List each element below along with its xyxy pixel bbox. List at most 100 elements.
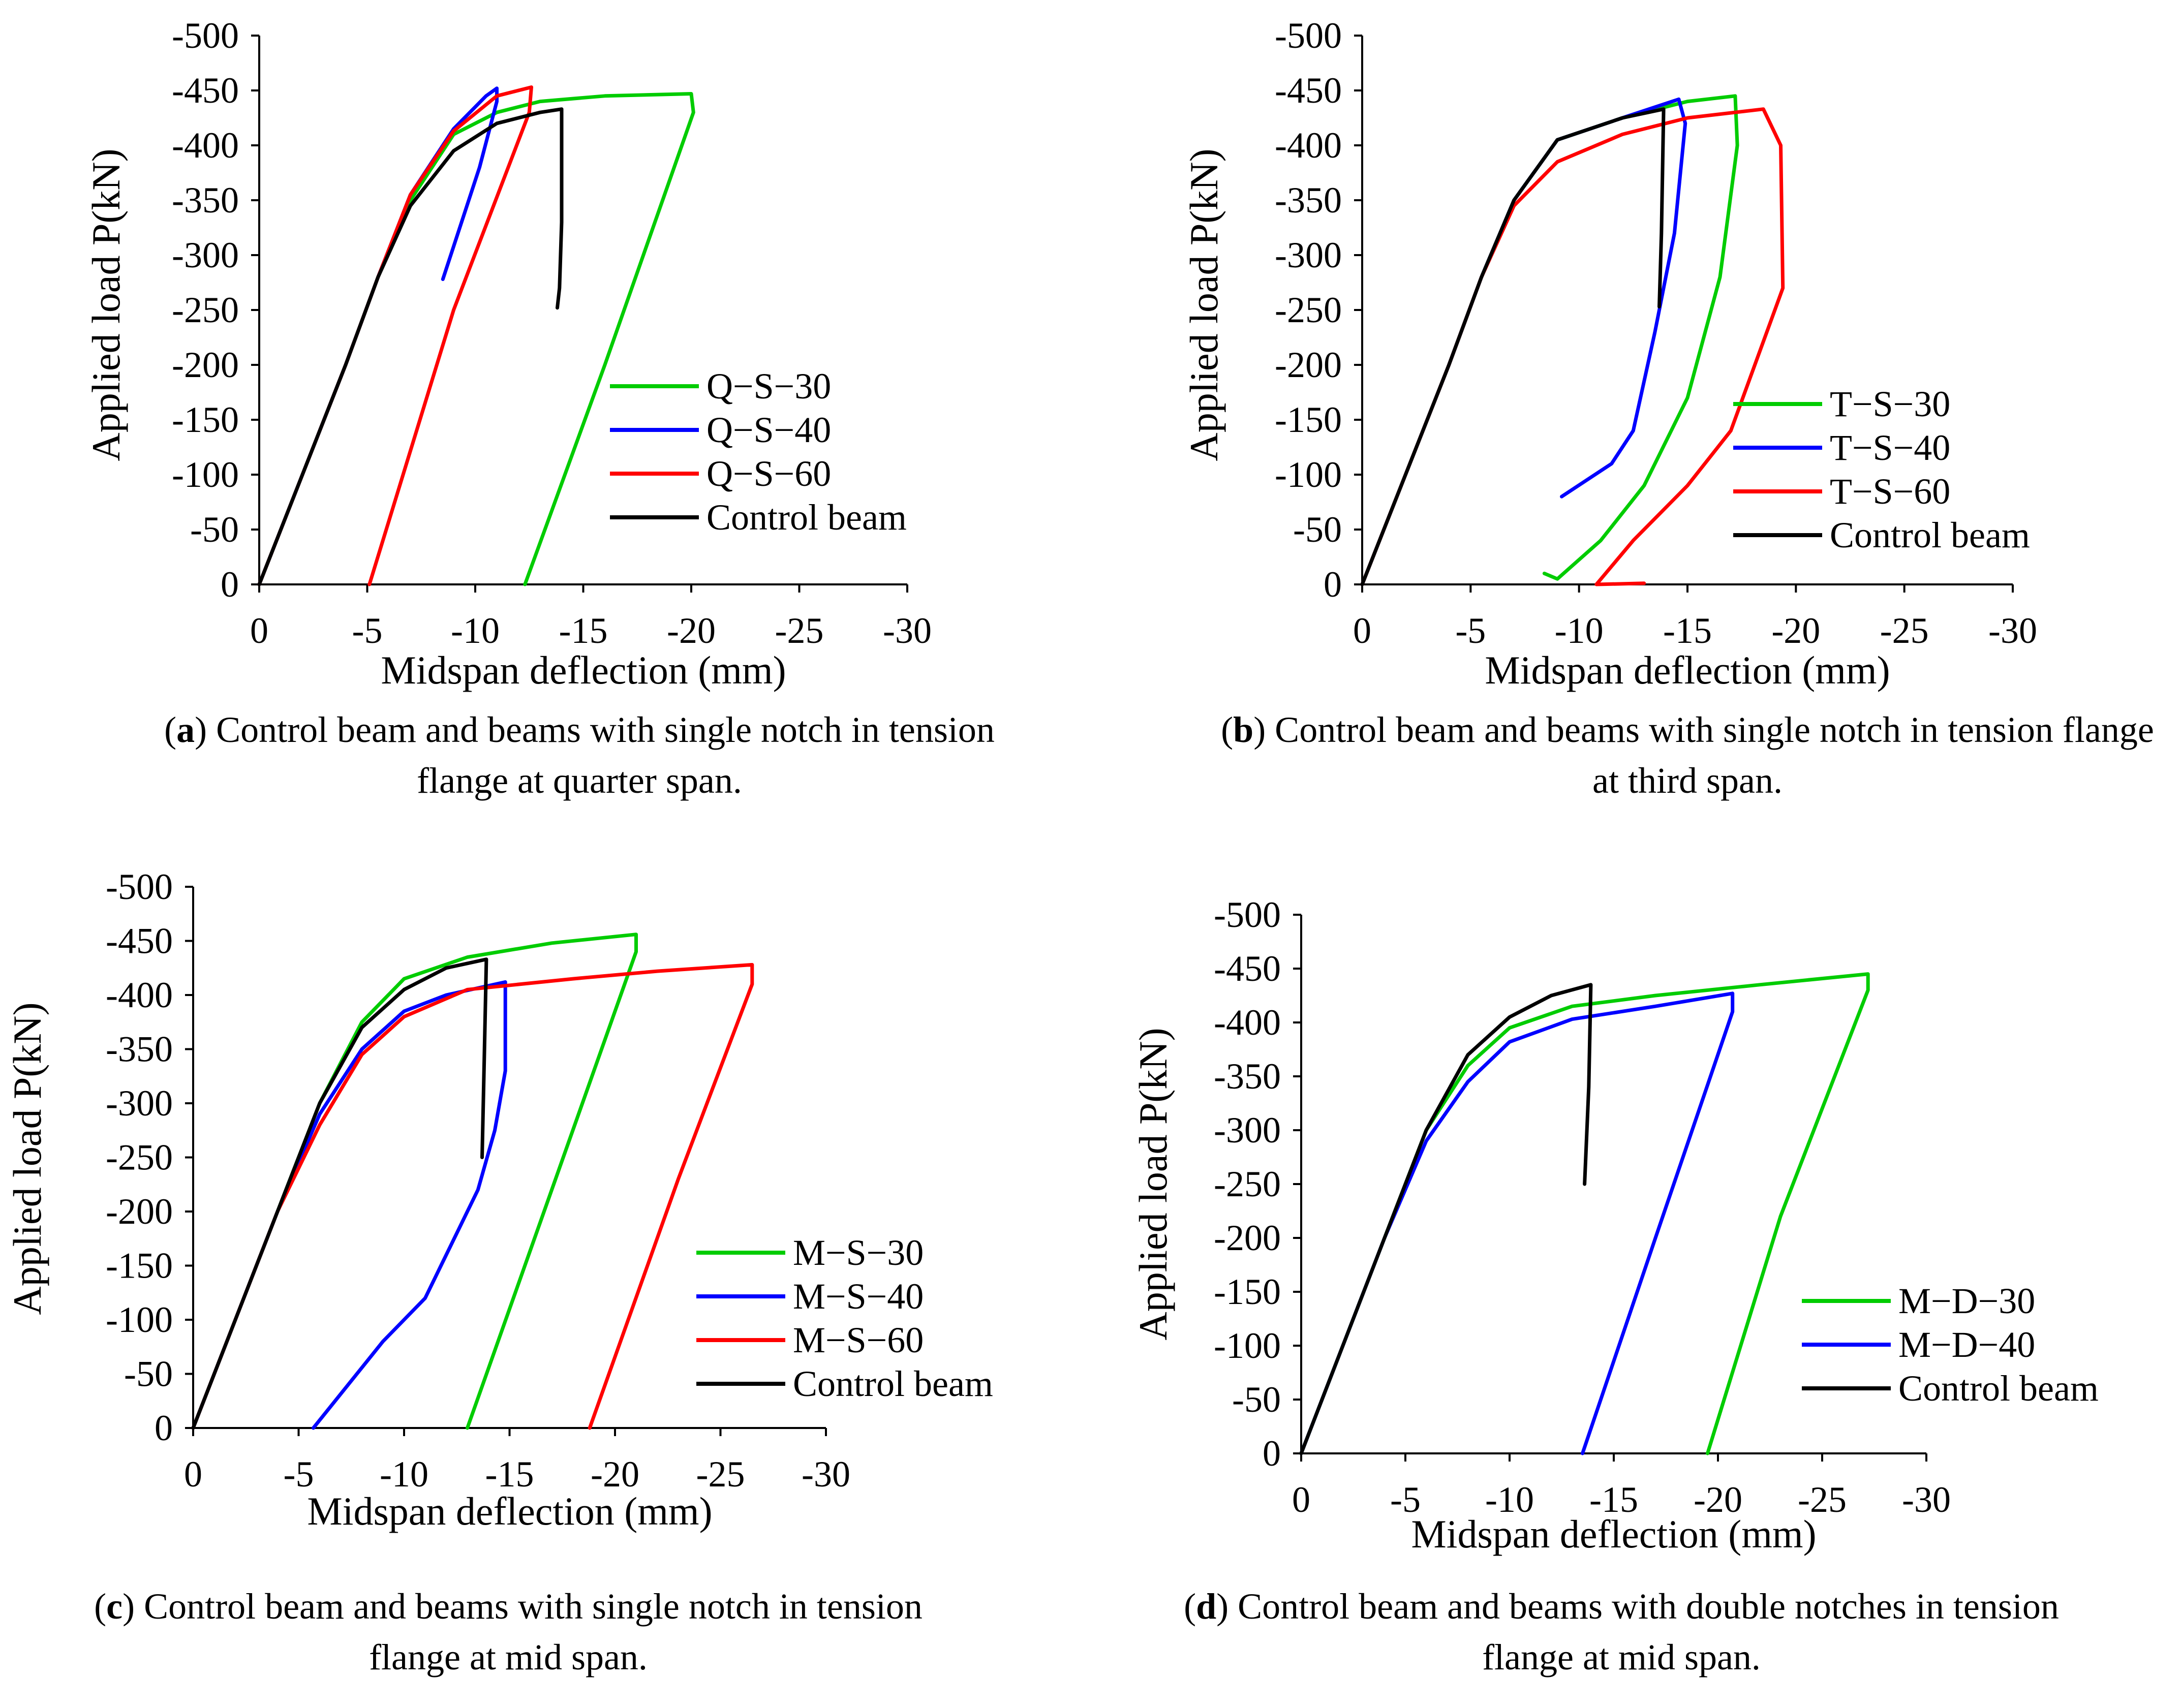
legend-label: M−D−40 bbox=[1898, 1324, 2035, 1365]
x-tick-label: -10 bbox=[1485, 1479, 1534, 1520]
y-tick-label: -350 bbox=[1214, 1056, 1281, 1097]
legend-label: Control beam bbox=[793, 1363, 993, 1404]
y-tick-label: -50 bbox=[1232, 1379, 1281, 1420]
x-tick-label: 0 bbox=[1292, 1479, 1310, 1520]
x-tick-label: -30 bbox=[883, 610, 932, 651]
y-tick-label: -150 bbox=[172, 399, 239, 440]
y-tick-label: -500 bbox=[1214, 894, 1281, 935]
x-tick-label: -20 bbox=[1694, 1479, 1742, 1520]
x-tick-label: 0 bbox=[250, 610, 268, 651]
y-tick-label: -400 bbox=[106, 975, 173, 1015]
y-tick-label: -450 bbox=[1275, 70, 1342, 111]
y-tick-label: -300 bbox=[172, 235, 239, 275]
x-axis-title: Midspan deflection (mm) bbox=[307, 1489, 712, 1533]
y-tick-label: -200 bbox=[1275, 345, 1342, 385]
legend-label: M−D−30 bbox=[1898, 1281, 2035, 1321]
caption-text: Control beam and beams with single notch… bbox=[1266, 709, 2154, 750]
x-tick-label: 0 bbox=[184, 1454, 202, 1495]
x-tick-label: -25 bbox=[696, 1454, 745, 1495]
y-tick-label: -300 bbox=[1275, 235, 1342, 275]
x-tick-label: -25 bbox=[1880, 610, 1929, 651]
chart-panel-a: 0 -5 -10 -15 -20 -25 -300-50-100-150-200-250-3… bbox=[84, 15, 995, 801]
caption-letter: d bbox=[1196, 1586, 1216, 1627]
x-tick-label: -25 bbox=[775, 610, 824, 651]
x-tick-label: -20 bbox=[591, 1454, 639, 1495]
figure-caption-line-1: (d) Control beam and beams with double n… bbox=[1184, 1586, 2059, 1627]
caption-text: Control beam and beams with single notch… bbox=[207, 709, 995, 750]
legend-item: Control beam bbox=[1802, 1368, 2099, 1409]
x-tick-label: -20 bbox=[1771, 610, 1820, 651]
legend-label: Q−S−30 bbox=[706, 366, 831, 407]
y-tick-label: 0 bbox=[221, 564, 239, 605]
figure-caption-line-2: flange at mid span. bbox=[1482, 1637, 1761, 1678]
x-tick-label: -10 bbox=[380, 1454, 428, 1495]
legend-item: T−S−30 bbox=[1733, 384, 1950, 424]
legend-label: Q−S−60 bbox=[706, 453, 831, 494]
y-tick-label: -250 bbox=[172, 290, 239, 330]
series-line-d-2 bbox=[1299, 983, 1593, 1455]
x-tick-label: -15 bbox=[485, 1454, 534, 1495]
y-tick-label: -400 bbox=[1275, 125, 1342, 166]
x-tick-label: -5 bbox=[284, 1454, 314, 1495]
y-axis-title: Applied load P(kN) bbox=[84, 148, 128, 461]
legend-label: T−S−60 bbox=[1830, 471, 1950, 512]
y-tick-label: -200 bbox=[106, 1191, 173, 1232]
x-tick-label: -15 bbox=[1663, 610, 1712, 651]
x-tick-label: -30 bbox=[1988, 610, 2037, 651]
legend-label: T−S−40 bbox=[1830, 427, 1950, 468]
caption-paren-open: ( bbox=[1221, 709, 1233, 750]
legend-label: M−S−30 bbox=[793, 1232, 924, 1273]
caption-paren-close: ) bbox=[195, 709, 207, 750]
y-tick-label: -150 bbox=[1214, 1271, 1281, 1312]
legend-item: M−S−60 bbox=[696, 1320, 924, 1360]
chart-panel-d: 0 -5 -10 -15 -20 -25 -300-50-100-150-200-250-3… bbox=[1131, 894, 2099, 1678]
y-tick-label: 0 bbox=[1263, 1433, 1281, 1474]
y-tick-label: -350 bbox=[172, 180, 239, 221]
legend-label: Q−S−40 bbox=[706, 410, 831, 450]
legend-item: M−D−40 bbox=[1802, 1324, 2035, 1365]
legend-label: Control beam bbox=[706, 497, 907, 538]
caption-text: Control beam and beams with double notch… bbox=[1228, 1586, 2059, 1627]
y-tick-label: -100 bbox=[106, 1299, 173, 1340]
x-tick-label: -5 bbox=[352, 610, 383, 651]
series-line-b-3 bbox=[1360, 107, 1666, 586]
x-tick-label: -10 bbox=[1555, 610, 1604, 651]
y-tick-label: -400 bbox=[1214, 1002, 1281, 1043]
caption-letter: a bbox=[176, 709, 195, 750]
x-tick-label: -5 bbox=[1390, 1479, 1421, 1520]
chart-panel-c: 0 -5 -10 -15 -20 -25 -300-50-100-150-200-250-3… bbox=[5, 866, 993, 1678]
y-tick-label: -150 bbox=[1275, 399, 1342, 440]
y-tick-label: -500 bbox=[172, 15, 239, 56]
caption-letter: b bbox=[1233, 709, 1253, 750]
y-tick-label: -450 bbox=[106, 921, 173, 961]
series-line-a-3 bbox=[257, 107, 564, 586]
legend-item: Q−S−60 bbox=[610, 453, 831, 494]
legend-item: M−S−40 bbox=[696, 1276, 924, 1317]
x-tick-label: -20 bbox=[667, 610, 716, 651]
legend-item: Control beam bbox=[610, 497, 907, 538]
y-tick-label: -450 bbox=[1214, 948, 1281, 989]
x-tick-label: -15 bbox=[1589, 1479, 1638, 1520]
figure-caption-line-1: (a) Control beam and beams with single n… bbox=[164, 709, 995, 750]
x-tick-label: -15 bbox=[559, 610, 608, 651]
x-tick-label: -30 bbox=[802, 1454, 850, 1495]
legend-label: T−S−30 bbox=[1830, 384, 1950, 424]
x-tick-label: -30 bbox=[1902, 1479, 1951, 1520]
figure-caption-line-2: flange at quarter span. bbox=[417, 760, 742, 801]
x-axis-title: Midspan deflection (mm) bbox=[1411, 1512, 1816, 1556]
legend-label: Control beam bbox=[1830, 515, 2030, 555]
caption-paren-open: ( bbox=[164, 709, 176, 750]
y-tick-label: -250 bbox=[106, 1137, 173, 1178]
series-line-c-3 bbox=[191, 957, 488, 1430]
y-tick-label: -200 bbox=[1214, 1218, 1281, 1258]
y-tick-label: -50 bbox=[1293, 509, 1342, 550]
legend-item: Control beam bbox=[696, 1363, 993, 1404]
y-axis-title: Applied load P(kN) bbox=[1182, 148, 1226, 461]
figure-caption-line-1: (c) Control beam and beams with single n… bbox=[94, 1586, 923, 1627]
legend-label: Control beam bbox=[1898, 1368, 2099, 1409]
legend-label: M−S−40 bbox=[793, 1276, 924, 1317]
y-tick-label: -450 bbox=[172, 70, 239, 111]
y-tick-label: -50 bbox=[190, 509, 239, 550]
